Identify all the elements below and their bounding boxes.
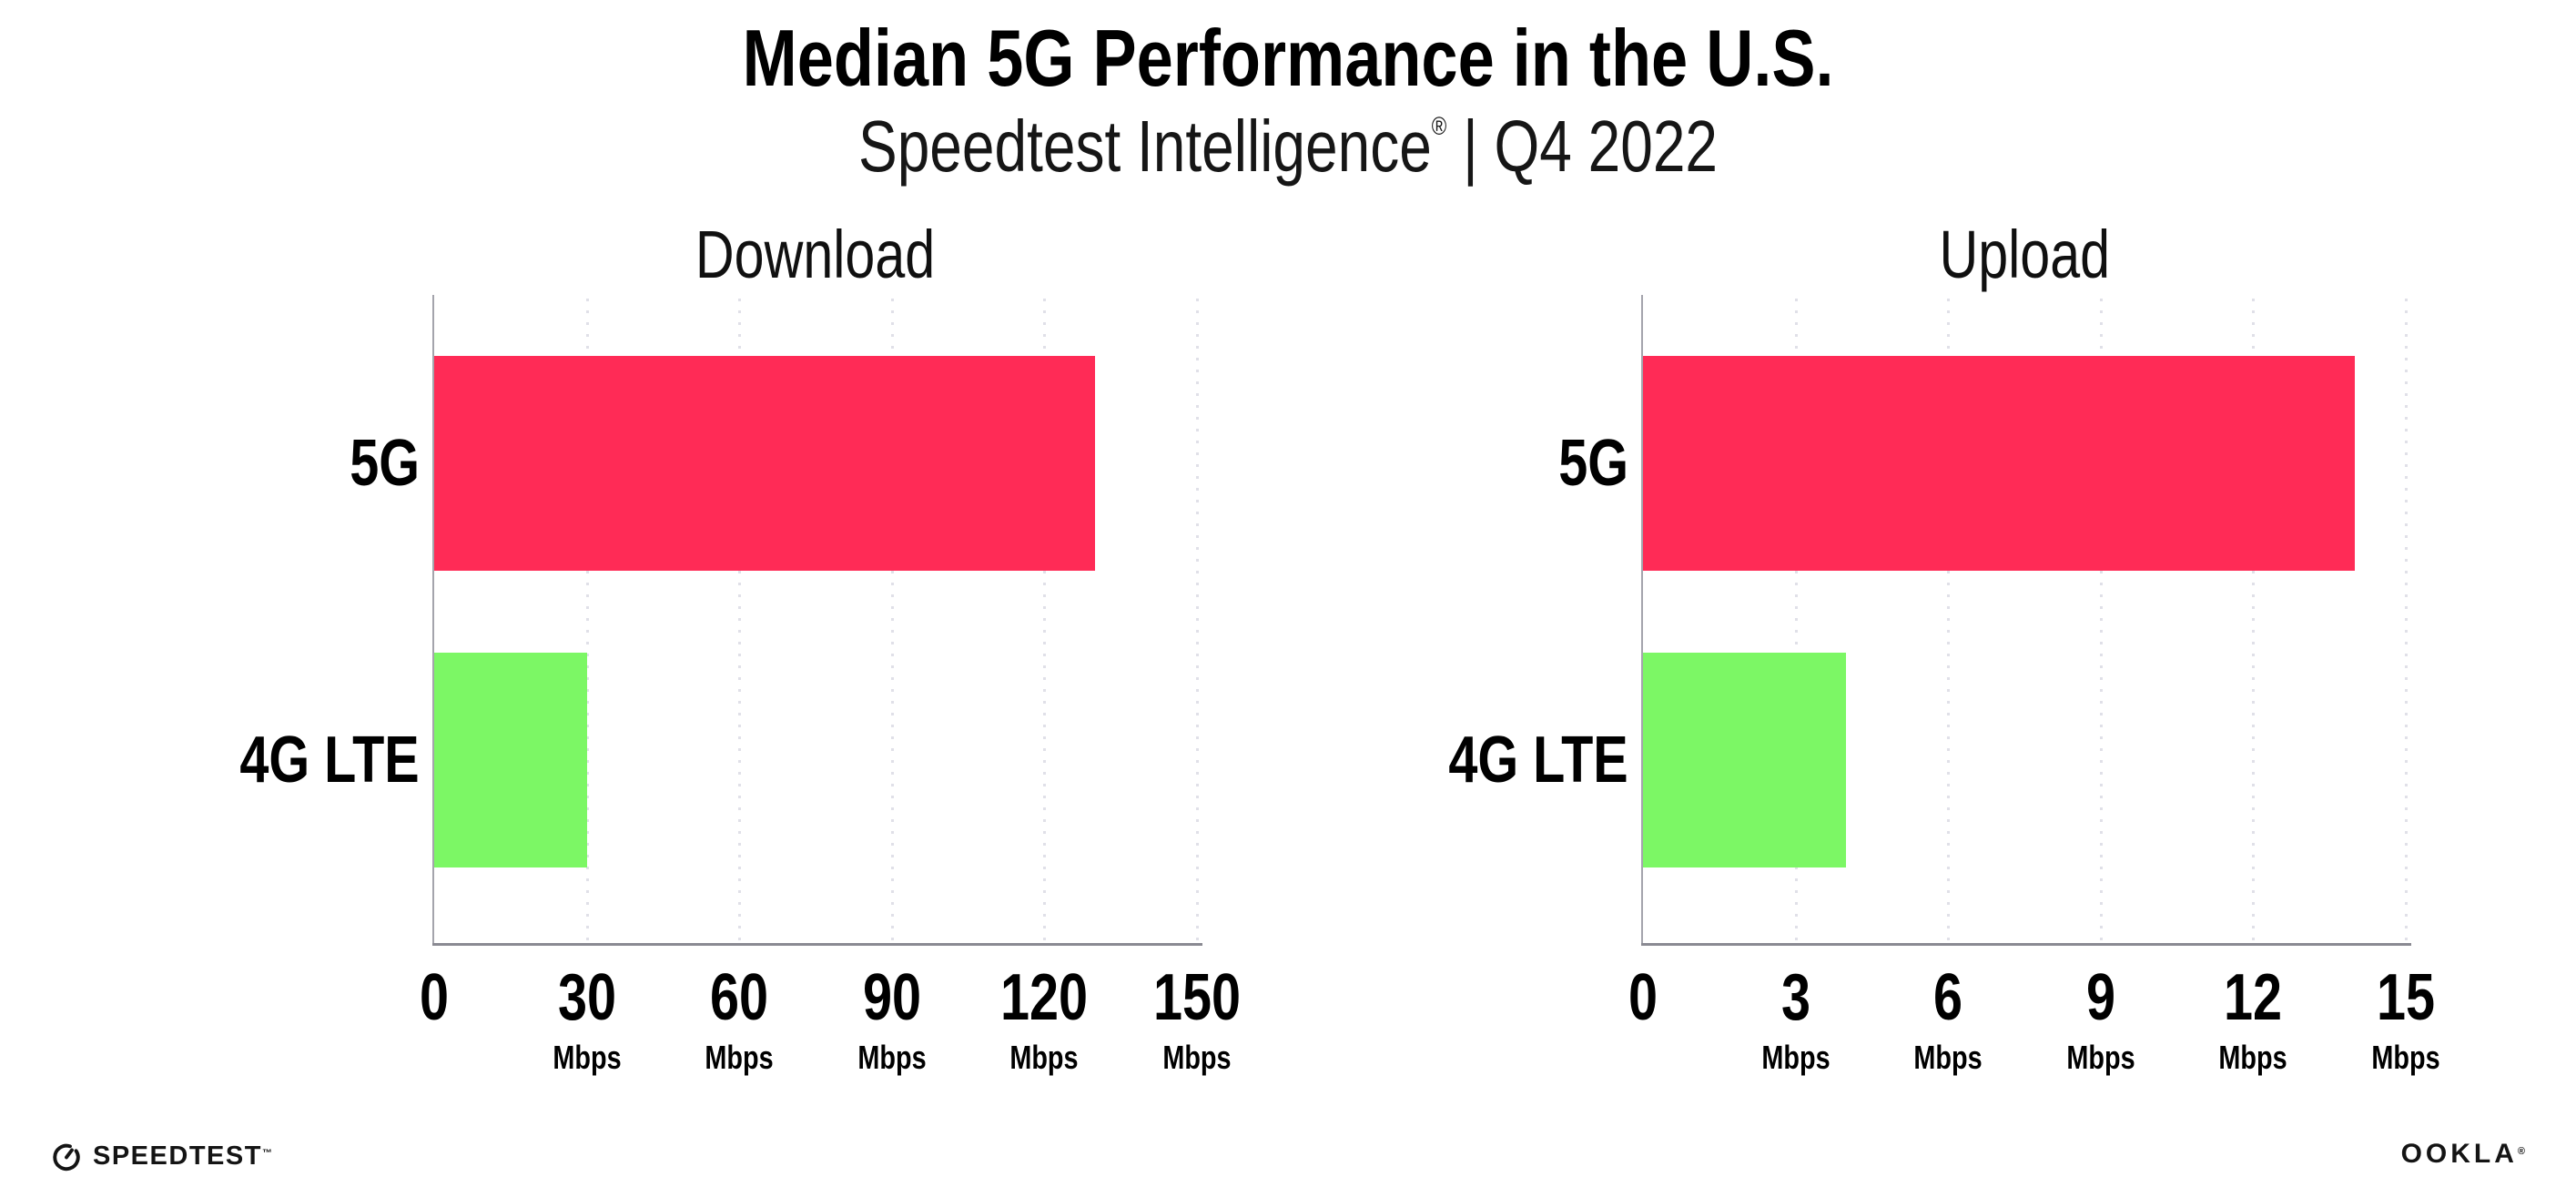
chart-panel-download: Download 5G 4G LTE 0 30 Mbps 60 Mbps 90 Mbps 120…: [170, 217, 1241, 1089]
gridline: [2099, 299, 2103, 943]
gridline: [585, 299, 589, 943]
x-tick-unit: Mbps: [1913, 1039, 1983, 1076]
category-label-4g-lte: 4G LTE: [1448, 724, 1628, 796]
x-tick: 15 Mbps: [2363, 965, 2449, 1074]
x-tick-value: 120: [1000, 961, 1089, 1034]
plot-area: [432, 295, 1202, 946]
ookla-logo: OOKLA®: [2401, 1141, 2525, 1168]
x-tick-unit: Mbps: [705, 1039, 774, 1076]
x-tick-unit: Mbps: [1760, 1039, 1831, 1076]
x-tick: 120 Mbps: [989, 965, 1099, 1074]
x-tick-unit: Mbps: [552, 1039, 622, 1076]
subtitle-period: | Q4 2022: [1446, 106, 1719, 187]
chart-panel-upload: Upload 5G 4G LTE 0 3 Mbps 6 Mbps 9 Mbps 12 Mbps 15…: [1379, 217, 2440, 1089]
page-title-text: Median 5G Performance in the U.S.: [742, 13, 1834, 103]
speedometer-gauge-icon: [51, 1141, 82, 1172]
x-tick-value: 6: [1933, 961, 1963, 1034]
x-axis-line: [432, 943, 1202, 946]
x-tick-value: 12: [2224, 961, 2283, 1034]
speedtest-wordmark: SPEEDTEST™: [93, 1141, 272, 1171]
chart-body: 5G 4G LTE: [1379, 295, 2411, 946]
x-tick: 90 Mbps: [849, 965, 935, 1074]
x-tick-value: 0: [1628, 961, 1658, 1034]
category-labels: 5G 4G LTE: [1379, 299, 1643, 943]
x-axis-ticks: 0 3 Mbps 6 Mbps 9 Mbps 12 Mbps 15 Mbps: [1628, 943, 2440, 1089]
x-tick: 0: [1625, 965, 1661, 1030]
x-tick-value: 9: [2085, 961, 2115, 1034]
bar-5g: [434, 356, 1096, 571]
x-tick-unit: Mbps: [2371, 1039, 2440, 1076]
x-tick: 12 Mbps: [2210, 965, 2296, 1074]
bar-4g-lte: [1643, 653, 1847, 867]
x-tick: 30 Mbps: [544, 965, 630, 1074]
page-subtitle-text: Speedtest Intelligence® | Q4 2022: [858, 106, 1718, 188]
page-subtitle: Speedtest Intelligence® | Q4 2022: [0, 106, 2576, 188]
x-axis-ticks: 0 30 Mbps 60 Mbps 90 Mbps 120 Mbps 150 Mbps: [420, 943, 1241, 1089]
ookla-wordmark: OOKLA: [2400, 1139, 2518, 1169]
x-axis-line: [1641, 943, 2411, 946]
category-labels: 5G 4G LTE: [170, 299, 434, 943]
x-tick-value: 30: [557, 961, 616, 1034]
gridline: [890, 299, 894, 943]
gridline: [1196, 299, 1199, 943]
category-label-5g: 5G: [1558, 427, 1628, 500]
bar-5g: [1643, 356, 2356, 571]
x-tick-value: 150: [1152, 961, 1242, 1034]
x-tick: 9 Mbps: [2058, 965, 2144, 1074]
x-tick-unit: Mbps: [2066, 1039, 2135, 1076]
registered-mark: ®: [2517, 1146, 2525, 1157]
x-tick-value: 15: [2376, 961, 2436, 1034]
x-tick-unit: Mbps: [857, 1039, 927, 1076]
x-tick: 0: [416, 965, 452, 1030]
x-tick-value: 3: [1780, 961, 1810, 1034]
gridline: [2252, 299, 2256, 943]
x-tick-unit: Mbps: [1162, 1039, 1232, 1076]
x-tick-unit: Mbps: [2218, 1039, 2287, 1076]
charts-row: Download 5G 4G LTE 0 30 Mbps 60 Mbps 90 Mbps 120…: [0, 217, 2576, 1089]
gridline: [1794, 299, 1798, 943]
registered-mark: ®: [1431, 112, 1447, 140]
y-axis-line: [432, 295, 434, 946]
x-tick: 60 Mbps: [696, 965, 782, 1074]
x-tick: 6 Mbps: [1905, 965, 1991, 1074]
x-tick: 3 Mbps: [1753, 965, 1839, 1074]
x-tick-unit: Mbps: [1009, 1039, 1079, 1076]
speedtest-logo: SPEEDTEST™: [51, 1141, 272, 1172]
gridline: [1947, 299, 1951, 943]
x-tick: 150 Mbps: [1142, 965, 1252, 1074]
gridline: [738, 299, 742, 943]
x-tick-value: 90: [862, 961, 921, 1034]
gridline: [1043, 299, 1047, 943]
plot-area: [1641, 295, 2411, 946]
bar-4g-lte: [434, 653, 587, 867]
x-tick-value: 0: [419, 961, 450, 1034]
page-title: Median 5G Performance in the U.S.: [0, 15, 2576, 101]
chart-body: 5G 4G LTE: [170, 295, 1202, 946]
gridline: [2405, 299, 2408, 943]
x-tick-value: 60: [710, 961, 769, 1034]
category-label-4g-lte: 4G LTE: [239, 724, 420, 796]
panel-title: Download: [695, 217, 936, 292]
subtitle-brand: Speedtest Intelligence: [857, 106, 1432, 187]
trademark-mark: ™: [261, 1147, 272, 1159]
panel-title: Upload: [1939, 217, 2110, 292]
y-axis-line: [1641, 295, 1643, 946]
category-label-5g: 5G: [350, 427, 420, 500]
